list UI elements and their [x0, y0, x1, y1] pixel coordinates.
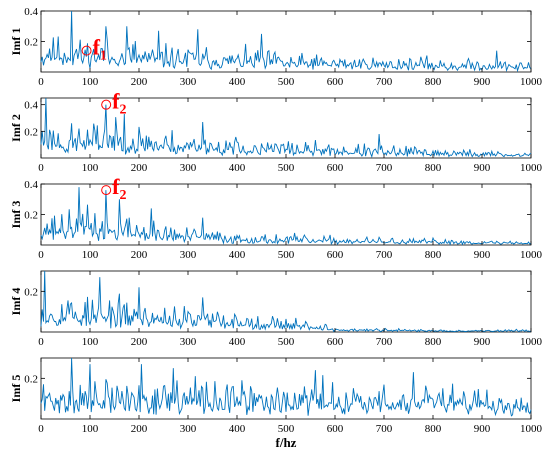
x-tick-label: 200 [131, 249, 148, 261]
peak-annotation-label: f1 [93, 35, 107, 64]
spectrum-line-imf-3 [40, 187, 532, 246]
y-tick-label: 0.2 [24, 126, 38, 138]
x-tick-label: 800 [425, 162, 442, 174]
x-tick-label: 100 [82, 423, 99, 435]
x-tick-label: 900 [474, 76, 491, 88]
x-tick-label: 500 [278, 162, 295, 174]
plot-frame [40, 10, 532, 73]
peak-marker-circle [81, 45, 92, 56]
y-tick-label: 0.2 [24, 373, 38, 385]
x-tick-label: 0 [38, 249, 44, 261]
peak-annotation-label: f2 [112, 89, 126, 118]
x-tick-label: 100 [82, 249, 99, 261]
y-tick-label: 0.4 [24, 179, 38, 191]
x-tick-label: 100 [82, 76, 99, 88]
peak-marker-circle [101, 99, 112, 110]
y-axis-label: Imf 1 [9, 28, 23, 56]
x-tick-label: 100 [82, 162, 99, 174]
x-tick-label: 700 [376, 423, 393, 435]
x-tick-label: 0 [38, 76, 44, 88]
x-tick-label: 400 [229, 76, 246, 88]
x-tick-label: 600 [327, 162, 344, 174]
x-tick-label: 400 [229, 249, 246, 261]
x-tick-label: 1000 [520, 76, 543, 88]
x-tick-label: 100 [82, 336, 99, 348]
x-tick-label: 300 [180, 423, 197, 435]
x-tick-label: 400 [229, 423, 246, 435]
x-tick-label: 700 [376, 76, 393, 88]
y-axis-label: Imf 3 [9, 201, 23, 229]
y-tick-label: 0.2 [24, 286, 38, 298]
x-tick-label: 500 [278, 76, 295, 88]
panel-imf-3: 0 100 200 300 400 500 600 700 800 900 1000 0.2 0.4Im… [9, 174, 543, 261]
x-tick-label: 400 [229, 336, 246, 348]
x-tick-label: 900 [474, 162, 491, 174]
x-tick-label: 500 [278, 423, 295, 435]
y-tick-label: 0.2 [24, 37, 38, 49]
x-tick-label: 900 [474, 423, 491, 435]
x-tick-label: 300 [180, 76, 197, 88]
spectrum-line-imf-5 [40, 357, 532, 417]
y-tick-label: 0.2 [24, 210, 38, 222]
x-tick-label: 300 [180, 336, 197, 348]
x-tick-label: 500 [278, 336, 295, 348]
x-tick-label: 300 [180, 249, 197, 261]
x-tick-label: 200 [131, 162, 148, 174]
spectrum-line-imf-4 [40, 270, 532, 333]
x-tick-label: 600 [327, 76, 344, 88]
x-tick-label: 0 [38, 423, 44, 435]
x-tick-label: 0 [38, 336, 44, 348]
x-tick-label: 1000 [520, 162, 543, 174]
y-axis-label: Imf 4 [9, 288, 23, 316]
peak-marker-circle [101, 185, 112, 196]
x-tick-label: 1000 [520, 249, 543, 261]
x-tick-label: 0 [38, 162, 44, 174]
x-tick-label: 600 [327, 423, 344, 435]
x-tick-label: 600 [327, 336, 344, 348]
x-tick-label: 200 [131, 423, 148, 435]
x-tick-label: 900 [474, 249, 491, 261]
x-axis-label: f/hz [276, 435, 297, 450]
y-tick-label: 0.4 [24, 6, 38, 18]
x-tick-label: 700 [376, 249, 393, 261]
x-tick-label: 1000 [520, 336, 543, 348]
x-tick-label: 800 [425, 249, 442, 261]
x-tick-label: 800 [425, 336, 442, 348]
y-axis-label: Imf 2 [9, 114, 23, 142]
x-tick-label: 300 [180, 162, 197, 174]
spectrum-line-imf-2 [40, 97, 532, 158]
x-tick-label: 800 [425, 76, 442, 88]
x-tick-label: 500 [278, 249, 295, 261]
x-tick-label: 800 [425, 423, 442, 435]
panel-imf-1: 0 100 200 300 400 500 600 700 800 900 1000 0.2 0.4Im… [9, 6, 543, 88]
x-tick-label: 400 [229, 162, 246, 174]
plot-frame [40, 270, 532, 333]
panel-imf-2: 0 100 200 300 400 500 600 700 800 900 1000 0.2 0.4Im… [9, 89, 543, 174]
x-tick-label: 1000 [520, 423, 543, 435]
y-tick-label: 0.4 [24, 100, 38, 112]
peak-annotation-label: f2 [112, 174, 126, 203]
y-axis-label: Imf 5 [9, 375, 23, 403]
x-tick-label: 600 [327, 249, 344, 261]
x-tick-label: 200 [131, 336, 148, 348]
x-tick-label: 700 [376, 336, 393, 348]
spectrum-line-imf-1 [40, 10, 532, 73]
x-tick-label: 900 [474, 336, 491, 348]
x-tick-label: 200 [131, 76, 148, 88]
x-tick-label: 700 [376, 162, 393, 174]
